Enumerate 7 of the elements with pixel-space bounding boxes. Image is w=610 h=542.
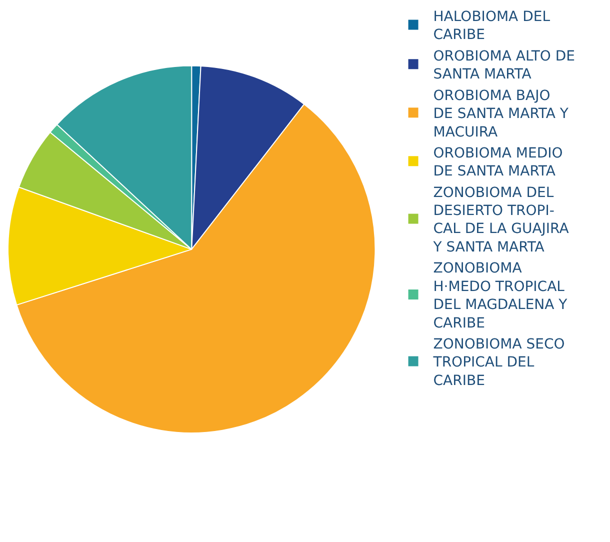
legend-label: ZONOBIOMA DEL DESIERTO TROPI- CAL DE LA GUAJIRA Y SANTA MARTA [432,184,570,256]
legend-label: ZONOBIOMA SECO TROPICAL DEL CARIBE [432,336,565,389]
legend-label: HALOBIOMA DEL CARIBE [433,9,550,44]
legend-label: OROBIOMA BAJO DE SANTA MARTA Y MACUIRA [433,88,569,140]
legend-label: OROBIOMA ALTO DE SANTA MARTA [433,48,576,83]
legend-label: ZONOBIOMA H·MEDO TROPICAL DEL MAGDALENA Y CARIBE [433,260,568,332]
legend-label: OROBIOMA MEDIO DE SANTA MARTA [433,145,563,180]
